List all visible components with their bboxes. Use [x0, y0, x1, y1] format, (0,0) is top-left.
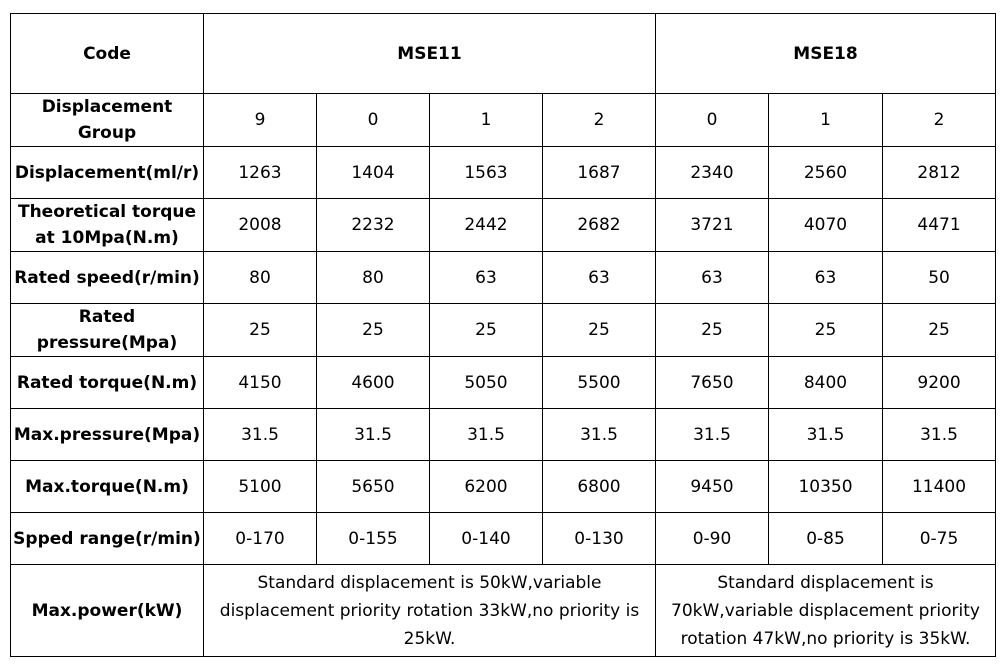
- table-cell: 25: [768, 303, 883, 357]
- table-cell: 0-170: [203, 512, 317, 565]
- table-cell: 0-85: [768, 512, 883, 565]
- table-cell: 0-155: [316, 512, 430, 565]
- row-label: Displacement Group: [10, 93, 204, 147]
- row-label: Max.pressure(Mpa): [10, 408, 204, 461]
- table-cell: 2: [881, 93, 997, 147]
- table-cell: 5100: [203, 460, 317, 513]
- table-row: Spped range(r/min) 0-170 0-155 0-140 0-130 0-…: [10, 512, 997, 565]
- row-label: Max.torque(N.m): [10, 460, 204, 513]
- table-cell: 25: [429, 303, 543, 357]
- table-row: Max.torque(N.m) 5100 5650 6200 6800 9450 10350…: [10, 460, 997, 513]
- table-row: Displacement Group 9 0 1 2 0 1 2: [10, 93, 997, 147]
- table-row: Rated torque(N.m) 4150 4600 5050 5500 7650 840…: [10, 356, 997, 409]
- table-cell: 7650: [655, 356, 769, 409]
- max-power-mse18: Standard displacement is 70kW,variable d…: [654, 564, 997, 657]
- table-cell: 5500: [542, 356, 656, 409]
- table-cell: 10350: [768, 460, 883, 513]
- table-cell: 5050: [429, 356, 543, 409]
- row-label: Displacement(ml/r): [10, 146, 204, 199]
- table-cell: 4150: [203, 356, 317, 409]
- table-cell: 25: [655, 303, 769, 357]
- table-cell: 9200: [881, 356, 997, 409]
- row-label: Theoretical torque at 10Mpa(N.m): [10, 198, 204, 252]
- table-cell: 1: [429, 93, 543, 147]
- row-label: Spped range(r/min): [10, 512, 204, 565]
- table-cell: 2560: [768, 146, 883, 199]
- code-label: Code: [10, 13, 204, 94]
- table-row: Max.pressure(Mpa) 31.5 31.5 31.5 31.5 31.5 31.…: [10, 408, 997, 461]
- table-cell: 11400: [881, 460, 997, 513]
- table-cell: 0-140: [429, 512, 543, 565]
- table-cell: 31.5: [429, 408, 543, 461]
- table-cell: 0: [655, 93, 769, 147]
- table-row: Theoretical torque at 10Mpa(N.m) 2008 2232…: [10, 198, 997, 252]
- table-cell: 31.5: [203, 408, 317, 461]
- table-cell: 1563: [429, 146, 543, 199]
- table-cell: 31.5: [316, 408, 430, 461]
- table-cell: 2008: [203, 198, 317, 252]
- table-cell: 1687: [542, 146, 656, 199]
- table-cell: 25: [203, 303, 317, 357]
- table-cell: 0: [316, 93, 430, 147]
- table-row: Rated pressure(Mpa) 25 25 25 25 25 25 25: [10, 303, 997, 357]
- series-mse11-header: MSE11: [203, 13, 656, 94]
- table-cell: 2682: [542, 198, 656, 252]
- table-cell: 4600: [316, 356, 430, 409]
- series-mse18-header: MSE18: [654, 13, 997, 94]
- table-cell: 50: [881, 251, 997, 304]
- table-cell: 31.5: [655, 408, 769, 461]
- table-cell: 63: [655, 251, 769, 304]
- row-label: Rated pressure(Mpa): [10, 303, 204, 357]
- table-cell: 4471: [881, 198, 997, 252]
- table-cell: 80: [316, 251, 430, 304]
- header-row: Code MSE11 MSE18: [10, 13, 997, 94]
- table-cell: 25: [316, 303, 430, 357]
- row-label: Max.power(kW): [10, 564, 204, 657]
- table-cell: 1263: [203, 146, 317, 199]
- table-cell: 31.5: [542, 408, 656, 461]
- table-cell: 1404: [316, 146, 430, 199]
- table-cell: 6200: [429, 460, 543, 513]
- table-cell: 31.5: [881, 408, 997, 461]
- table-row: Displacement(ml/r) 1263 1404 1563 1687 2340 25…: [10, 146, 997, 199]
- table-cell: 80: [203, 251, 317, 304]
- table-row: Rated speed(r/min) 80 80 63 63 63 63 50: [10, 251, 997, 304]
- table-cell: 2442: [429, 198, 543, 252]
- row-label: Rated speed(r/min): [10, 251, 204, 304]
- table-cell: 1: [768, 93, 883, 147]
- table-cell: 63: [542, 251, 656, 304]
- table-cell: 25: [881, 303, 997, 357]
- table-cell: 0-75: [881, 512, 997, 565]
- table-cell: 0-90: [655, 512, 769, 565]
- table-cell: 63: [768, 251, 883, 304]
- max-power-mse11: Standard displacement is 50kW,variable d…: [203, 564, 656, 657]
- table-cell: 2340: [655, 146, 769, 199]
- table-cell: 3721: [655, 198, 769, 252]
- table-cell: 2812: [881, 146, 997, 199]
- table-cell: 31.5: [768, 408, 883, 461]
- table-cell: 9: [203, 93, 317, 147]
- table-cell: 0-130: [542, 512, 656, 565]
- table-cell: 63: [429, 251, 543, 304]
- table-cell: 9450: [655, 460, 769, 513]
- table-cell: 5650: [316, 460, 430, 513]
- table-cell: 2232: [316, 198, 430, 252]
- table-cell: 2: [542, 93, 656, 147]
- table-cell: 25: [542, 303, 656, 357]
- max-power-row: Max.power(kW) Standard displacement is 50…: [10, 564, 997, 657]
- table-cell: 4070: [768, 198, 883, 252]
- specification-table: Code MSE11 MSE18 Displacement Group 9 0 1 2 0…: [10, 13, 997, 657]
- table-cell: 6800: [542, 460, 656, 513]
- table-cell: 8400: [768, 356, 883, 409]
- row-label: Rated torque(N.m): [10, 356, 204, 409]
